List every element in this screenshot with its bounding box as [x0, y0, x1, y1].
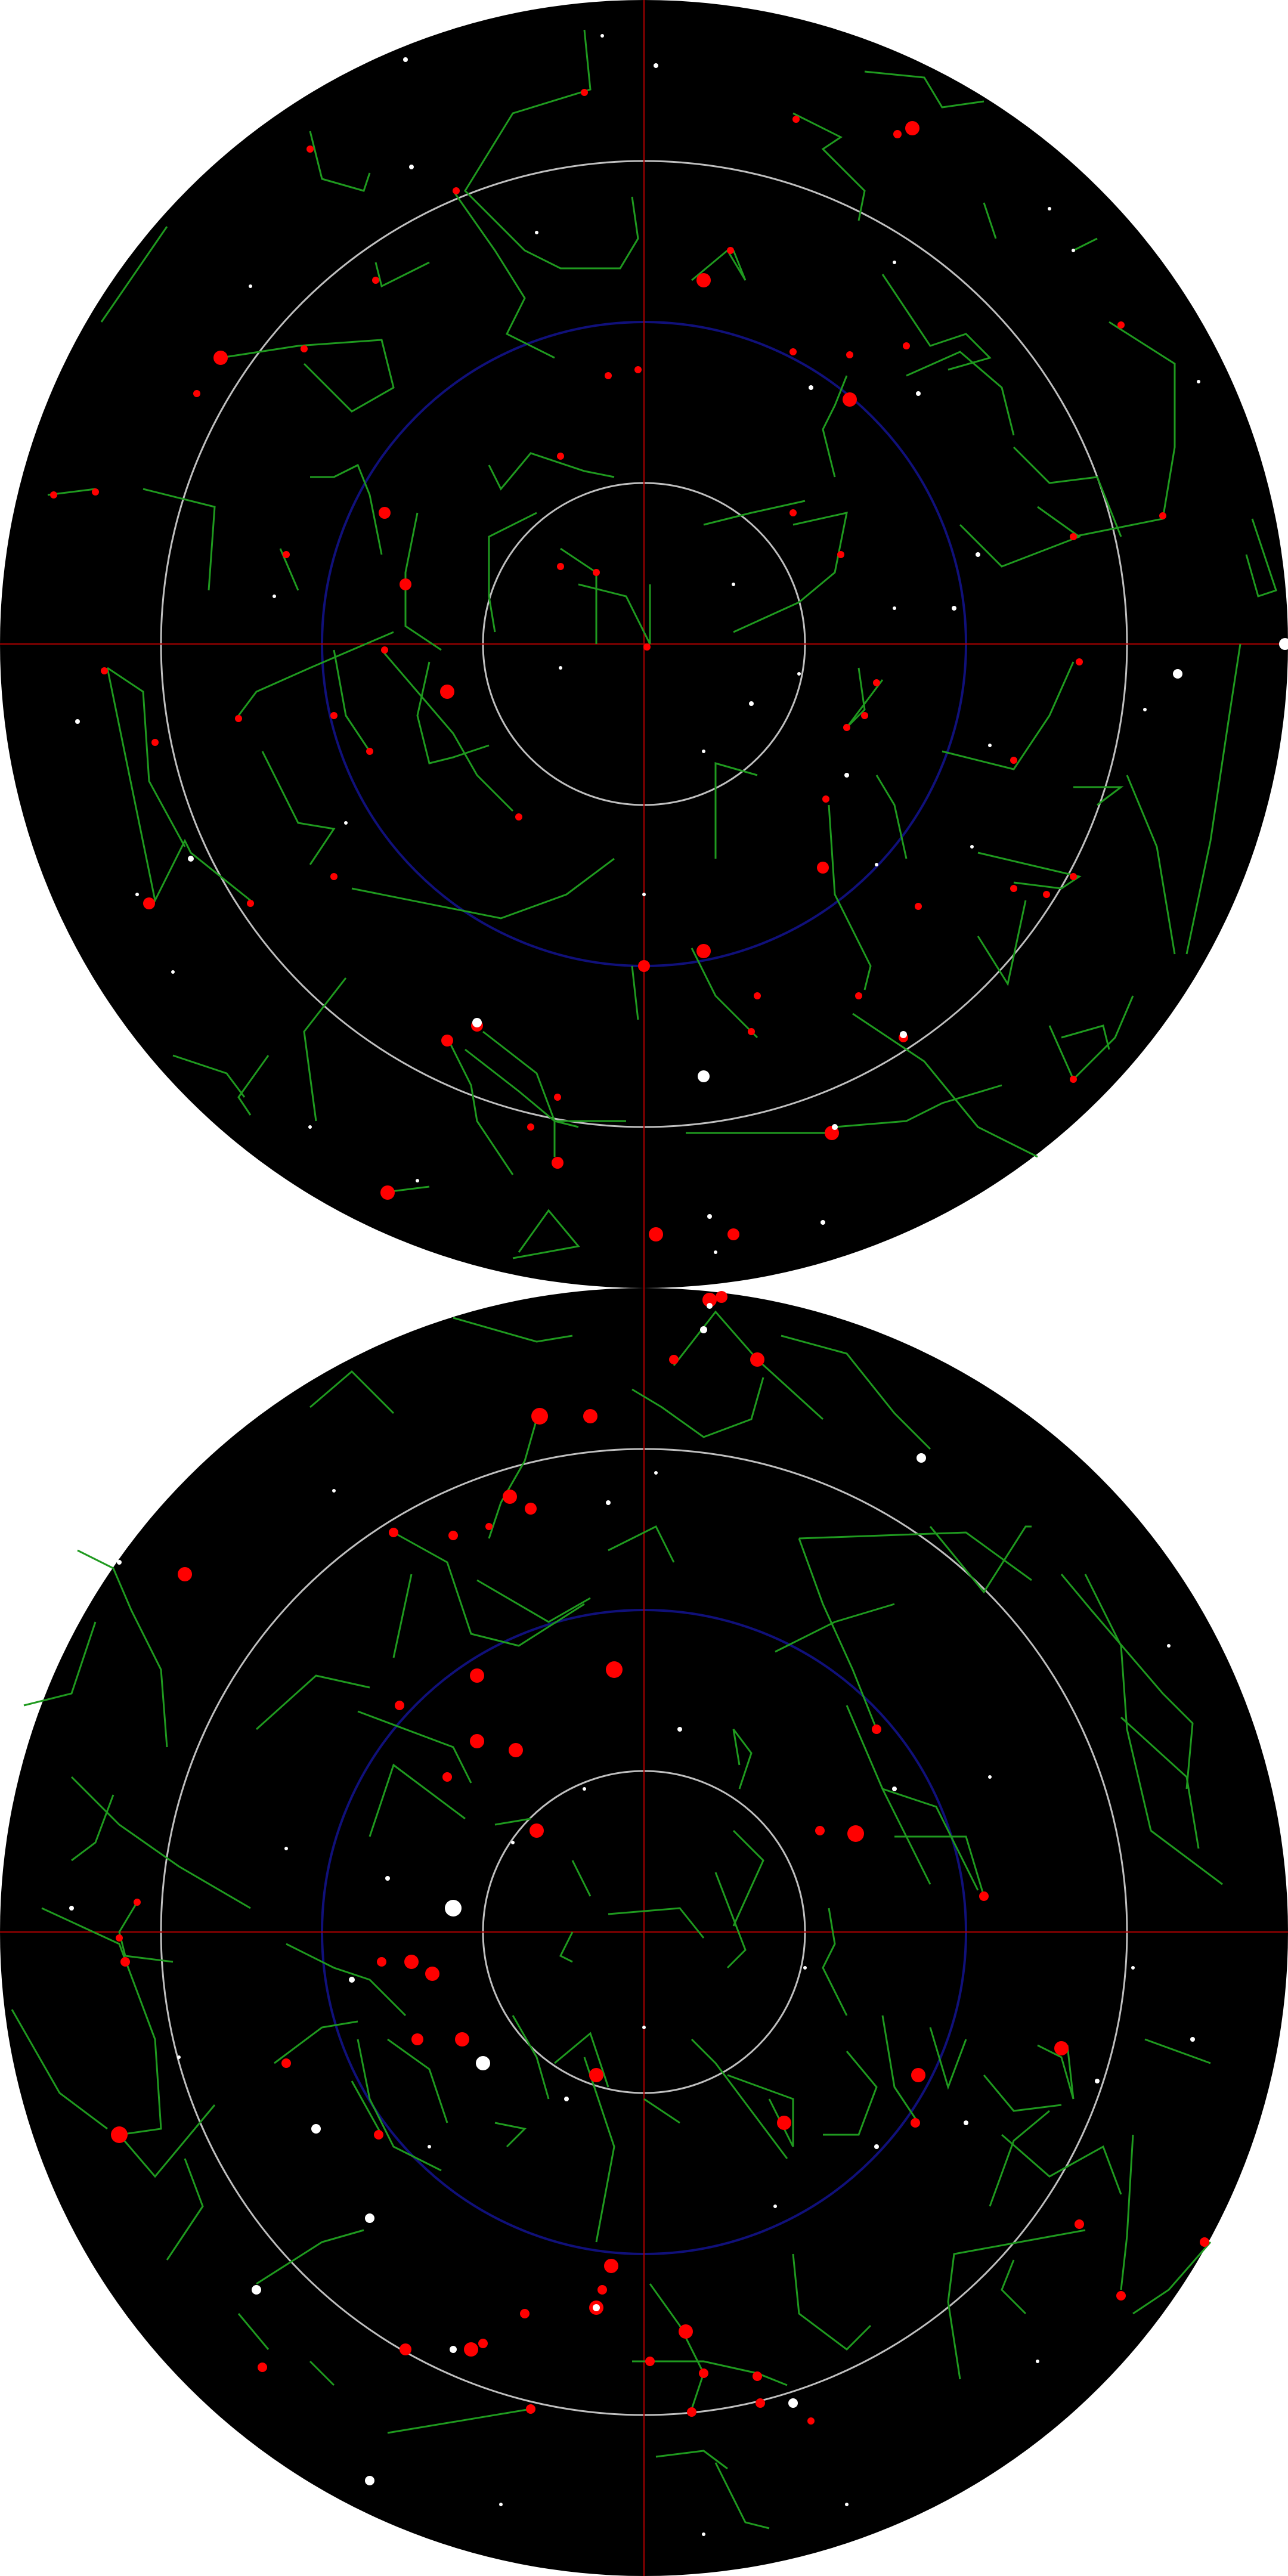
- south-hemisphere-map: [0, 1288, 1288, 2576]
- north-hemisphere-map: [0, 0, 1288, 1288]
- south-named-stars: [111, 1291, 1209, 2425]
- north-named-stars: [50, 89, 1166, 1241]
- north-field-stars: [75, 34, 1288, 1254]
- south-field-stars: [69, 1303, 1195, 2536]
- south-constellation-lines: [11, 1310, 1223, 2529]
